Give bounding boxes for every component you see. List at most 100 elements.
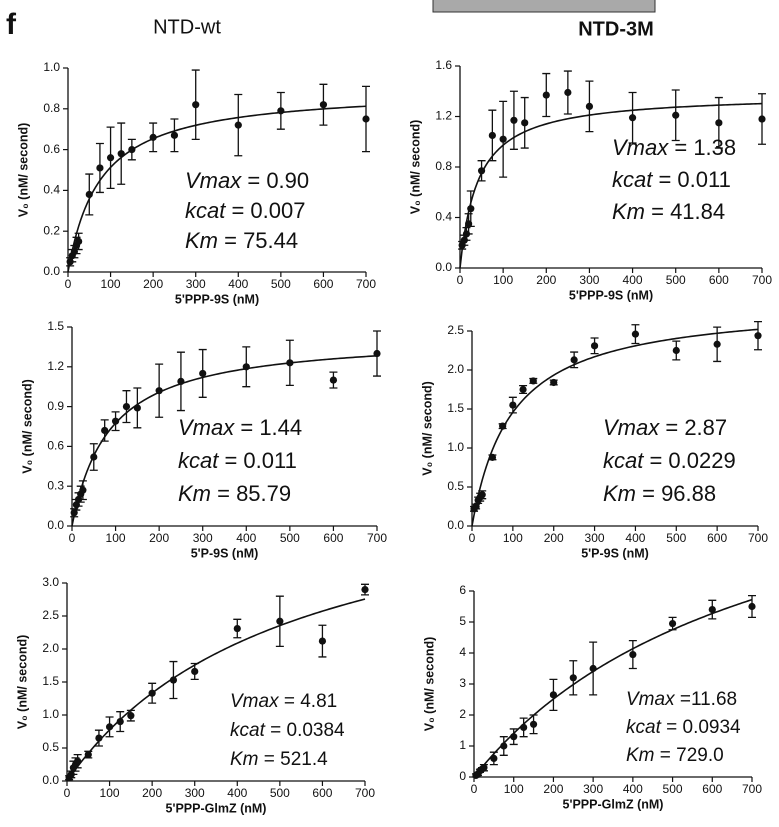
data-point: [84, 751, 92, 759]
data-point: [715, 119, 723, 127]
y-tick-label: 1: [459, 738, 466, 752]
x-tick-label: 0: [65, 277, 72, 291]
y-tick-label: 0.8: [43, 101, 60, 115]
y-tick-label: 2.0: [42, 641, 59, 655]
parameter-value: = 0.011: [652, 167, 731, 192]
parameter-value: = 2.87: [659, 415, 727, 440]
fit-curve: [471, 328, 759, 527]
data-point: [748, 602, 756, 611]
x-tick-label: 300: [579, 273, 599, 287]
data-point: [589, 664, 597, 673]
y-tick-label: 0: [459, 769, 466, 783]
parameter-value: = 41.84: [645, 199, 725, 224]
data-point: [550, 378, 558, 387]
parameter-name: Vmax: [612, 135, 669, 160]
x-axis-label: 5'P-9S (nM): [581, 546, 649, 560]
x-tick-label: 300: [193, 531, 213, 545]
parameter-value: =11.68: [675, 689, 738, 710]
y-tick-label: 0.9: [47, 399, 64, 413]
x-tick-label: 700: [742, 782, 762, 796]
x-tick-label: 100: [106, 531, 126, 545]
data-point: [199, 369, 207, 378]
y-tick-label: 2.5: [447, 323, 464, 337]
data-point: [128, 146, 136, 154]
data-point: [149, 133, 157, 141]
parameter-value: = 729.0: [655, 745, 724, 766]
y-tick-label: 1.6: [435, 58, 452, 72]
y-tick-label: 1.2: [47, 359, 64, 373]
y-tick-label: 0.0: [435, 260, 452, 274]
y-tick-label: 1.2: [435, 109, 452, 123]
x-tick-label: 400: [623, 782, 643, 796]
parameter-name: Km: [612, 199, 645, 224]
parameter: Vmax = 4.81: [230, 691, 337, 712]
parameter-value: = 0.0229: [643, 448, 735, 473]
data-point: [286, 359, 294, 367]
parameter-name: Vmax: [230, 691, 280, 712]
data-point: [521, 119, 529, 127]
x-axis-label: 5'PPP-GlmZ (nM): [166, 801, 267, 815]
panel-label: f: [6, 8, 17, 41]
y-axis-label: V₀ (nM/ second): [20, 379, 34, 474]
x-tick-label: 300: [583, 782, 603, 796]
y-tick-label: 0.2: [43, 223, 60, 237]
x-tick-label: 100: [493, 273, 513, 287]
y-tick-label: 0.8: [435, 159, 452, 173]
data-point: [500, 742, 508, 750]
y-tick-label: 1.0: [447, 440, 464, 454]
data-point: [329, 376, 338, 384]
data-point: [234, 121, 242, 129]
x-tick-label: 100: [504, 782, 524, 796]
y-axis-label: V₀ (nM/ second): [15, 635, 29, 730]
y-tick-label: 0.0: [447, 518, 464, 532]
data-point: [478, 491, 486, 499]
data-point: [155, 387, 163, 395]
data-point: [713, 340, 721, 348]
parameter: kcat = 0.0384: [230, 720, 345, 741]
x-tick-label: 0: [471, 782, 478, 796]
y-tick-label: 1.0: [43, 60, 60, 74]
parameter-name: Vmax: [626, 689, 676, 710]
y-tick-label: 1.5: [42, 674, 59, 688]
data-point: [111, 417, 120, 425]
y-tick-label: 1.5: [447, 401, 464, 415]
data-point: [499, 422, 507, 430]
x-tick-label: 300: [585, 531, 605, 545]
x-tick-label: 500: [280, 531, 300, 545]
parameter-name: Km: [185, 228, 218, 253]
x-tick-label: 700: [356, 277, 376, 291]
x-tick-label: 300: [185, 786, 205, 800]
y-tick-label: 0.5: [447, 479, 464, 493]
parameter: Vmax = 0.90: [185, 168, 309, 193]
y-tick-label: 0.5: [42, 740, 59, 754]
data-point: [319, 101, 328, 109]
parameter-name: Km: [626, 745, 655, 766]
x-tick-label: 300: [186, 277, 206, 291]
x-tick-label: 400: [623, 273, 643, 287]
y-axis-label: V₀ (nM/ second): [420, 381, 434, 476]
data-point: [570, 356, 578, 364]
x-tick-label: 200: [544, 531, 564, 545]
x-tick-label: 100: [503, 531, 523, 545]
parameter-name: Vmax: [185, 168, 242, 193]
data-point: [585, 102, 594, 110]
x-tick-label: 500: [666, 273, 686, 287]
x-tick-label: 500: [271, 277, 291, 291]
parameter-value: = 1.44: [234, 415, 302, 440]
parameter-value: = 0.007: [225, 198, 305, 223]
parameter-value: = 0.011: [218, 448, 297, 473]
y-tick-label: 2.5: [42, 608, 59, 622]
data-point: [74, 757, 82, 765]
parameter-value: = 521.4: [259, 749, 329, 770]
parameter: Km = 729.0: [626, 745, 724, 766]
parameter: Vmax = 1.38: [612, 135, 736, 160]
parameter-name: Km: [178, 481, 211, 506]
y-tick-label: 0.3: [47, 478, 64, 492]
data-point: [79, 486, 87, 494]
data-point: [117, 150, 125, 158]
parameter: kcat = 0.011: [612, 167, 731, 192]
data-point: [116, 718, 124, 726]
data-point: [362, 115, 370, 123]
parameter-name: kcat: [178, 448, 219, 473]
